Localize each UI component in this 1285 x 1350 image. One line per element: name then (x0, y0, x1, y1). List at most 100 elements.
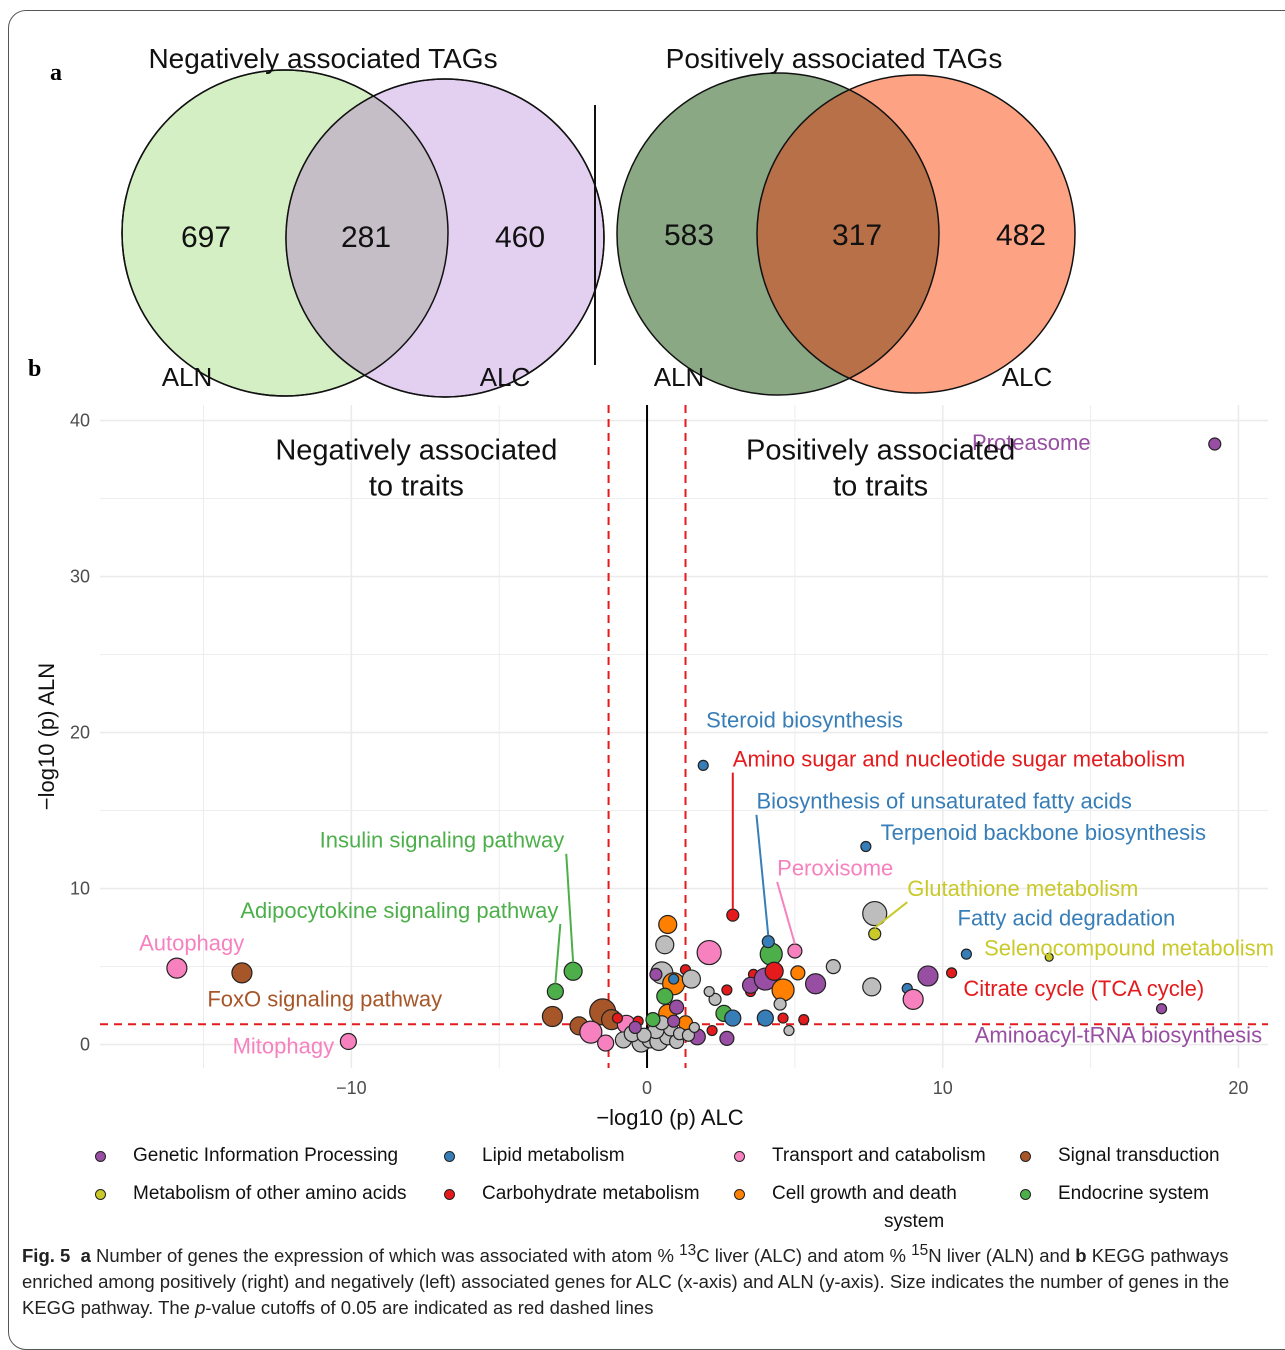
point-label: Insulin signaling pathway (320, 828, 565, 853)
point-label: Fatty acid degradation (958, 906, 1176, 931)
venn-negative-alc-only: 460 (494, 221, 546, 254)
y-tick-label: 40 (70, 411, 90, 431)
point-label: Adipocytokine signaling pathway (240, 898, 558, 923)
caption-fig-label: Fig. 5 (22, 1245, 71, 1267)
data-point (783, 1024, 795, 1037)
point-label: FoxO signaling pathway (207, 987, 442, 1012)
data-point (773, 997, 787, 1011)
data-point (541, 1005, 564, 1028)
legend-swatch (444, 1151, 455, 1162)
data-point (579, 1020, 603, 1044)
point-label: Terpenoid backbone biosynthesis (881, 820, 1206, 845)
venn-diagrams (121, 69, 1076, 398)
panel-b-label: b (28, 356, 42, 382)
legend-label: Metabolism of other amino acids (133, 1183, 407, 1204)
legend-swatch (444, 1189, 455, 1200)
data-point (862, 900, 888, 927)
figure-caption: Fig. 5 a Number of genes the expression … (22, 1238, 1272, 1321)
venn-negative-aln-only: 697 (180, 221, 232, 254)
data-point (756, 1009, 774, 1027)
x-tick-label: 10 (933, 1078, 953, 1098)
point-label: Amino sugar and nucleotide sugar metabol… (733, 746, 1185, 771)
legend-label: Genetic Information Processing (133, 1145, 399, 1166)
labeled-point (697, 759, 709, 771)
venn-negative-title: Negatively associated TAGs (148, 43, 498, 74)
data-point (649, 967, 663, 982)
caption-sup-13: 13 (679, 1242, 697, 1259)
venn-positive-overlap-count: 317 (831, 219, 883, 252)
legend-label: Signal transduction (1058, 1145, 1220, 1166)
caption-text-1: Number of genes the expression of which … (90, 1245, 680, 1267)
labeled-point (563, 961, 583, 981)
labeled-point (860, 840, 872, 853)
leader-line (565, 853, 575, 963)
caption-text-5: -value cutoffs of 0.05 are indicated as … (205, 1297, 654, 1319)
caption-text-3: N liver (ALN) and (928, 1245, 1076, 1267)
labeled-point (166, 957, 188, 979)
y-tick-label: 30 (70, 567, 90, 587)
labeled-point (787, 943, 803, 959)
venn-negative (121, 69, 605, 398)
caption-a: a (80, 1245, 91, 1267)
venn-positive-aln-only: 583 (663, 219, 715, 252)
y-tick-label: 20 (70, 723, 90, 743)
legend-label: Cell growth and death (772, 1183, 957, 1204)
legend-swatch (734, 1189, 745, 1200)
legend-swatch (95, 1151, 106, 1162)
x-axis-label: −log10 (p) ALC (596, 1105, 743, 1130)
quadrant-annotation: Positively associated (746, 434, 1015, 466)
point-label: Peroxisome (777, 856, 893, 881)
venn-negative-aln-label: ALN (161, 362, 213, 392)
labeled-point (868, 927, 882, 941)
caption-p: p (195, 1297, 206, 1319)
data-point (611, 1012, 624, 1024)
quadrant-annotation: Negatively associated (275, 434, 557, 466)
legend-swatch (734, 1151, 745, 1162)
legend-label: Endocrine system (1058, 1183, 1210, 1204)
leader-line (776, 881, 796, 945)
data-point (669, 999, 685, 1015)
point-label: Proteasome (972, 430, 1091, 455)
labeled-point (546, 982, 564, 1001)
y-tick-label: 10 (70, 879, 90, 899)
point-label: Autophagy (139, 931, 244, 956)
caption-text-2: C liver (ALC) and atom % (696, 1245, 912, 1267)
venn-negative-overlap-count: 281 (340, 221, 392, 254)
caption-sup-15: 15 (911, 1242, 929, 1259)
data-point (628, 1020, 642, 1035)
legend-swatch (1020, 1189, 1031, 1200)
x-tick-label: 0 (642, 1078, 652, 1098)
y-axis-label: −log10 (p) ALN (34, 663, 59, 810)
caption-text-4: KEGG pathways enriched among positively … (22, 1245, 1230, 1319)
data-point (724, 1009, 742, 1027)
data-point (656, 987, 674, 1005)
data-point (706, 1024, 718, 1037)
venn-positive-aln-label: ALN (653, 362, 705, 392)
venn-negative-overlap (286, 79, 448, 396)
caption-b: b (1075, 1245, 1087, 1267)
data-point (667, 1014, 681, 1028)
kegg-scatter-plot: Proteasome Steroid biosynthesis Amino suga… (34, 405, 1274, 1130)
leader-line (874, 901, 908, 929)
x-tick-label: −10 (336, 1078, 367, 1098)
labeled-point (1208, 437, 1222, 451)
data-point (917, 965, 939, 987)
data-point (696, 939, 722, 966)
data-point (777, 1012, 789, 1024)
data-point (798, 1014, 810, 1026)
legend-label-continuation: system (884, 1211, 945, 1232)
labeled-point (726, 908, 740, 922)
labeled-point (761, 935, 775, 949)
data-point (719, 1030, 735, 1046)
labeled-point (231, 962, 253, 984)
labeled-point (1044, 952, 1054, 962)
venn-positive-alc-label: ALC (1001, 362, 1053, 392)
quadrant-annotation: to traits (369, 470, 464, 502)
point-labels: Proteasome Steroid biosynthesis Amino suga… (139, 430, 1274, 1059)
venn-positive-overlap (757, 75, 939, 393)
labeled-point (339, 1032, 357, 1051)
data-point (645, 1012, 661, 1028)
data-point (703, 985, 715, 998)
plot-points (166, 437, 1222, 1053)
legend-swatch (95, 1189, 106, 1200)
